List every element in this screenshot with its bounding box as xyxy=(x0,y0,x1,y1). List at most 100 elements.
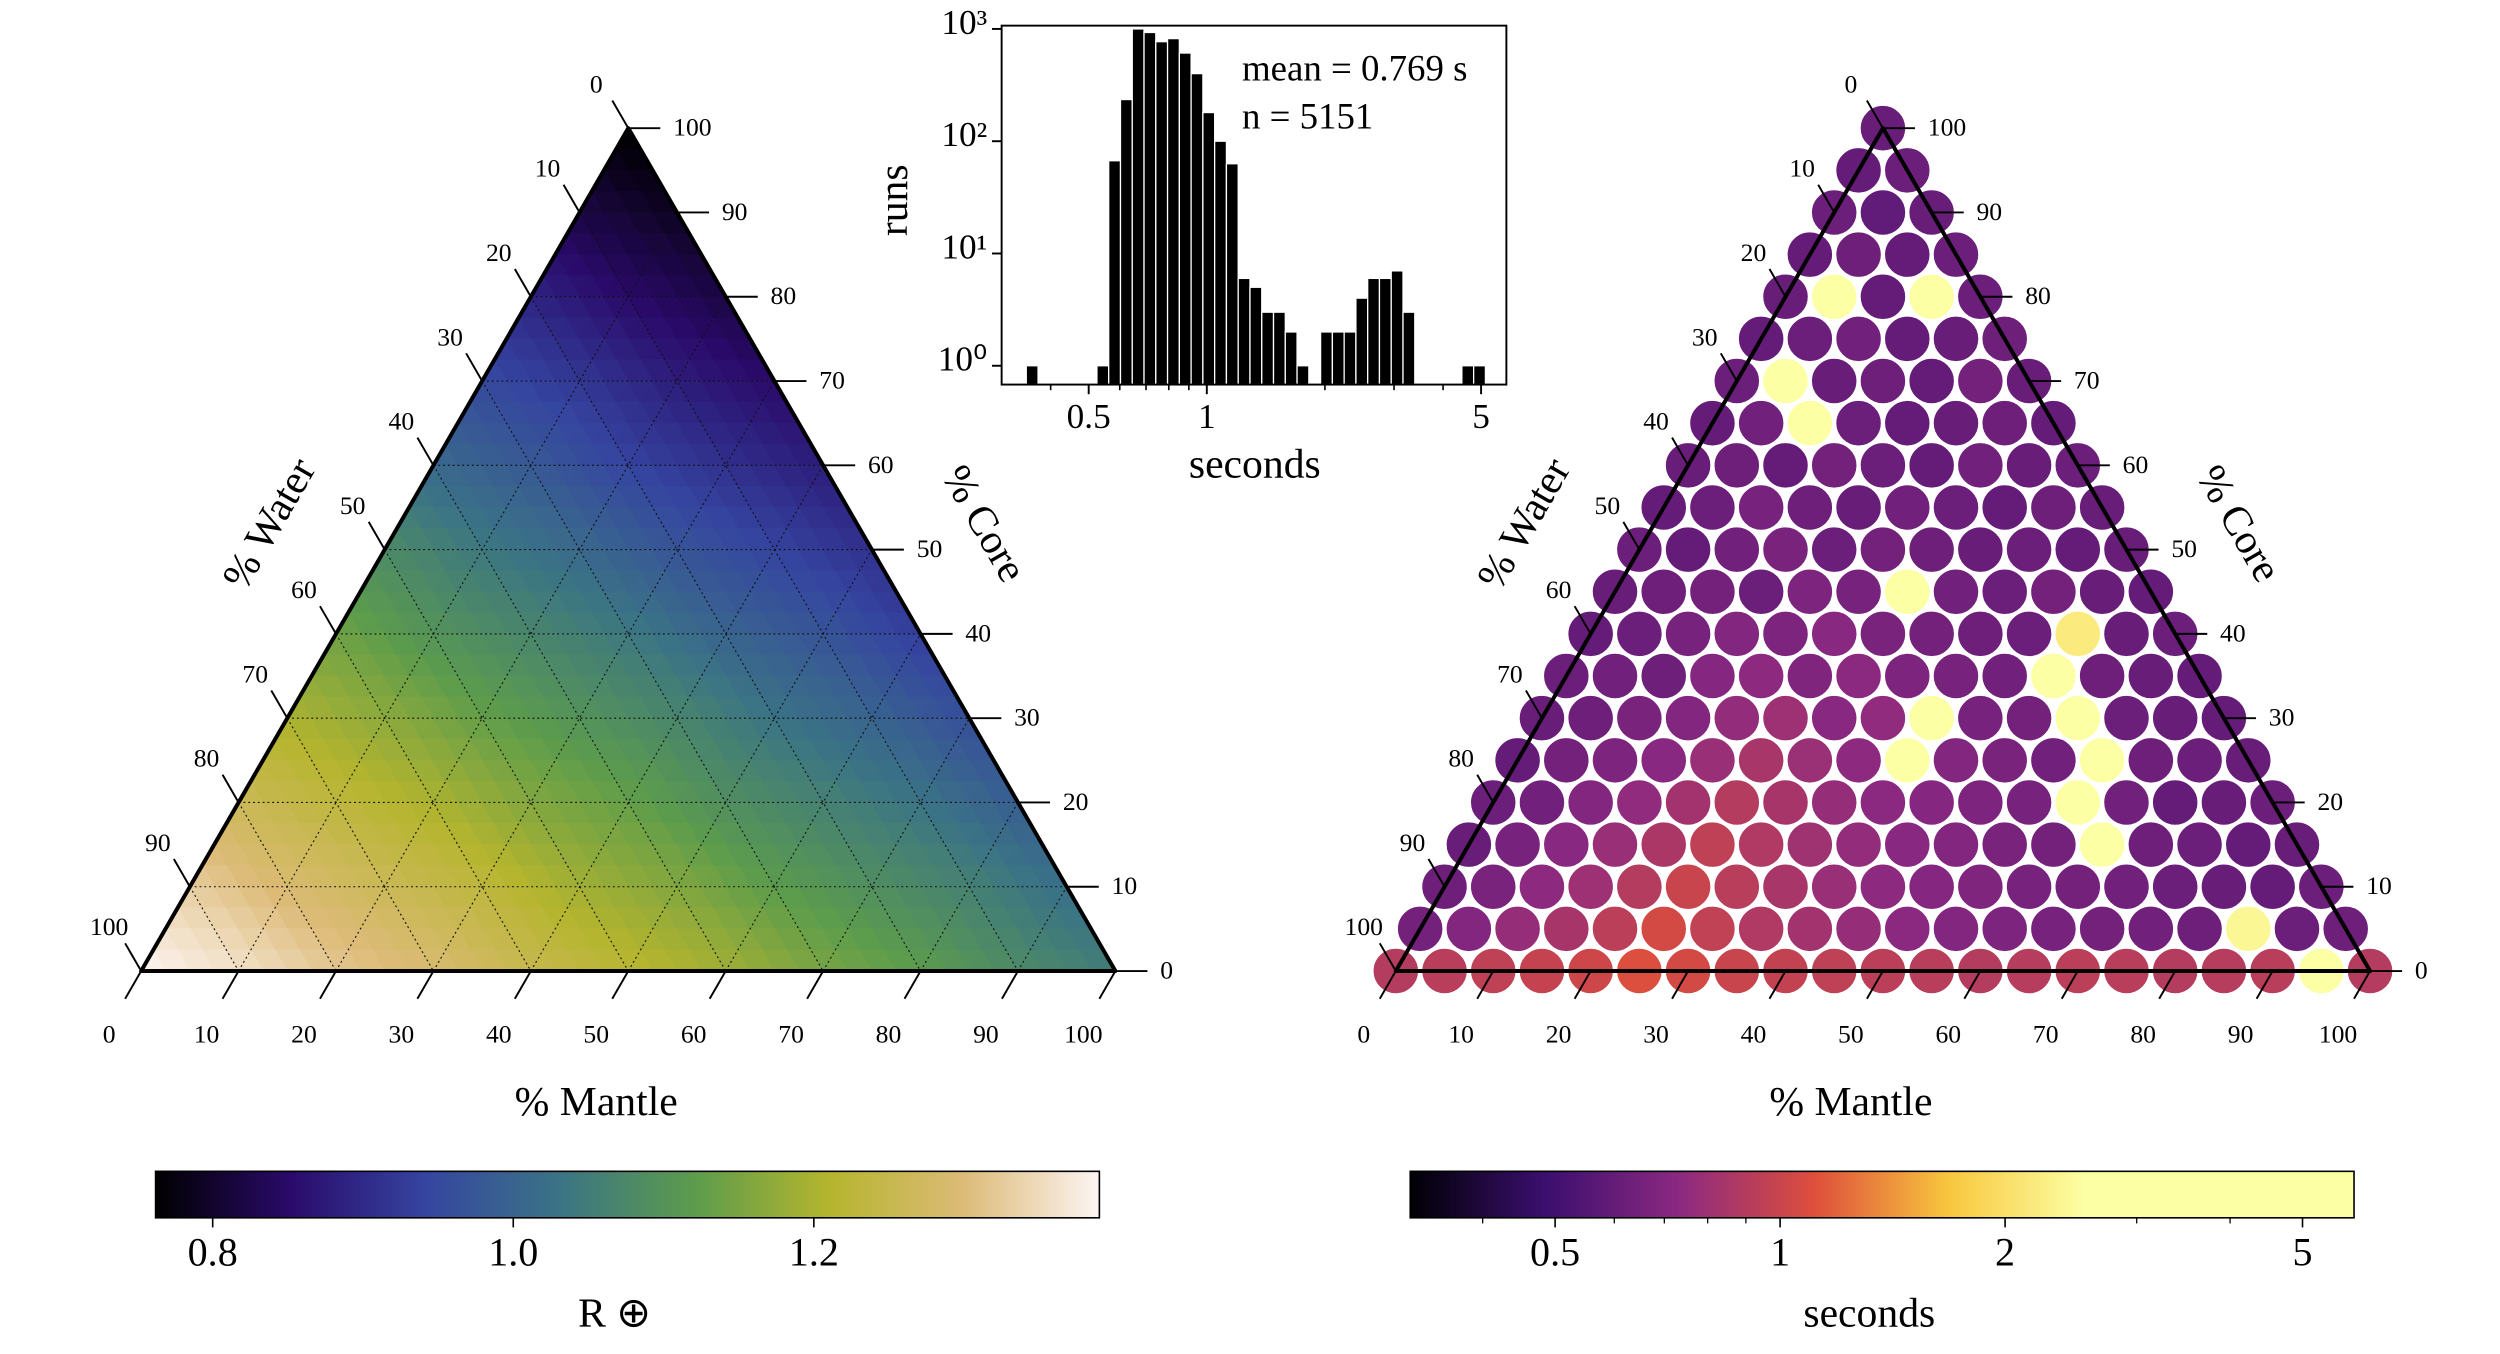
tick-label: 70 xyxy=(1497,659,1523,688)
bar xyxy=(1190,72,1204,386)
colorbar-tick-label: 2 xyxy=(1995,1229,2015,1274)
hex-point xyxy=(2054,863,2102,911)
colorbar xyxy=(1409,1170,2355,1219)
hex-point xyxy=(2078,568,2126,616)
bar xyxy=(1284,331,1298,386)
hex-point xyxy=(1908,694,1956,742)
bar xyxy=(1355,297,1369,386)
hex-point xyxy=(1615,863,1663,911)
hex-point xyxy=(1835,568,1883,616)
axis-label: % Core xyxy=(2187,458,2290,590)
hex-point xyxy=(1956,610,2004,658)
bar xyxy=(1367,277,1381,386)
tick-label: 20 xyxy=(1546,1020,1572,1049)
tick xyxy=(514,970,532,1000)
hex-point xyxy=(2102,610,2151,658)
tick-label: 0 xyxy=(1160,956,1173,985)
hex-point xyxy=(1786,568,1834,616)
y-tick-label: 10⁰ xyxy=(938,340,987,379)
x-axis-label: seconds xyxy=(1189,441,1321,487)
hex-point xyxy=(2200,778,2248,827)
hex-point xyxy=(1883,905,1931,953)
tick-label: 90 xyxy=(973,1020,999,1049)
tick-label: 20 xyxy=(291,1020,317,1049)
tick xyxy=(2158,970,2177,1000)
tick-label: 10 xyxy=(1789,154,1815,183)
hex-point xyxy=(1567,863,1615,911)
grid-line xyxy=(286,717,434,972)
tick xyxy=(903,970,922,1000)
hex-point xyxy=(2127,905,2175,953)
grid-line xyxy=(335,296,727,972)
tick xyxy=(1768,268,1787,298)
tick-label: 0 xyxy=(1844,69,1857,98)
hex-point xyxy=(1908,357,1956,405)
hex-point xyxy=(1932,652,1980,700)
colorbar-label: seconds xyxy=(1803,1291,1935,1337)
hex-point xyxy=(1908,441,1956,489)
hex-point xyxy=(1761,863,1810,911)
hex-point xyxy=(2176,821,2224,869)
tick xyxy=(416,970,435,1000)
hex-point xyxy=(1737,652,1785,700)
hex-point xyxy=(1664,610,1712,658)
tick-label: 90 xyxy=(722,197,748,226)
colorbar-tick-label: 1.2 xyxy=(789,1229,839,1274)
hex-point xyxy=(1737,821,1785,869)
tick-label: 40 xyxy=(486,1020,512,1049)
hex-point xyxy=(2127,736,2175,784)
tick-label: 50 xyxy=(2171,534,2197,563)
tick-label: 30 xyxy=(437,322,463,351)
hex-point xyxy=(1956,526,2004,574)
tick-label: 30 xyxy=(1643,1020,1669,1049)
tick-label: 30 xyxy=(1014,703,1040,732)
grid-line xyxy=(238,212,678,972)
tick xyxy=(1866,970,1884,1000)
hex-point xyxy=(2005,863,2053,911)
tick xyxy=(221,774,240,803)
hex-point xyxy=(2127,652,2175,700)
tick xyxy=(1719,352,1738,382)
bar xyxy=(1473,365,1487,386)
grid-line xyxy=(432,380,775,972)
tick xyxy=(1476,970,1495,1000)
tick xyxy=(1963,970,1982,1000)
bar xyxy=(1343,331,1357,386)
tick-label: 10 xyxy=(194,1020,220,1049)
hex-point xyxy=(1591,821,1639,869)
grid-line xyxy=(1017,886,1068,972)
hex-point xyxy=(1615,694,1663,742)
tick xyxy=(1866,99,1884,129)
x-tick-label: 1 xyxy=(1198,397,1216,436)
hex-point xyxy=(1810,694,1858,742)
hex-point xyxy=(1469,863,1517,911)
hex-point xyxy=(2078,821,2126,869)
tick-label: 50 xyxy=(583,1020,609,1049)
hex-point xyxy=(1956,778,2004,827)
tick xyxy=(2060,970,2079,1000)
hex-point xyxy=(1835,821,1883,869)
tick-label: 20 xyxy=(1063,787,1089,816)
hex-point xyxy=(1932,568,1980,616)
hex-point xyxy=(2224,821,2272,869)
hex-point xyxy=(2151,778,2199,827)
hex-point xyxy=(1835,483,1883,532)
hex-point xyxy=(1591,905,1639,953)
hex-point xyxy=(1713,610,1761,658)
hex-point xyxy=(1859,357,1907,405)
hex-point xyxy=(1761,441,1810,489)
hex-point xyxy=(1908,778,1956,827)
bar xyxy=(1166,37,1180,386)
tick-label: 50 xyxy=(340,491,366,520)
hex-point xyxy=(1883,399,1931,447)
plot-frame xyxy=(1000,24,1508,386)
bar xyxy=(1461,365,1475,386)
tick xyxy=(124,942,142,972)
hex-point xyxy=(1932,736,1980,784)
tick-label: 0 xyxy=(590,69,603,98)
tick-label: 0 xyxy=(2415,956,2428,985)
hex-point xyxy=(2078,905,2126,953)
annotation: mean = 0.769 s xyxy=(1242,48,1467,89)
